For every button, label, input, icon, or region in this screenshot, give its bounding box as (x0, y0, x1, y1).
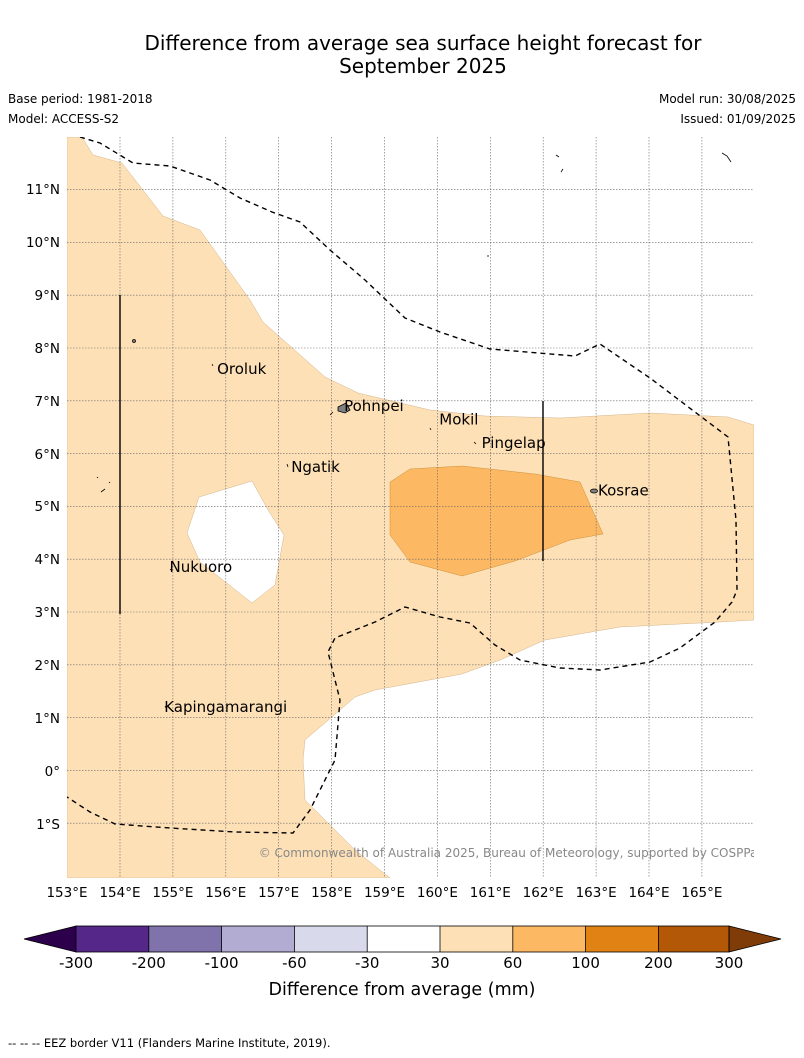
colorbar-tick: -200 (132, 954, 166, 972)
map-title: Difference from average sea surface heig… (0, 32, 804, 78)
lat-label: 7°N (35, 394, 60, 410)
lat-label: 4°N (35, 552, 60, 568)
lat-label: 1°S (36, 817, 60, 833)
colorbar-tick: 60 (503, 954, 522, 972)
lat-label: 5°N (35, 499, 60, 515)
issued-date: Issued: 01/09/2025 (680, 112, 796, 126)
place-label-kosrae: Kosrae (598, 482, 649, 500)
lon-label: 158°E (311, 885, 352, 901)
place-label-ngatik: Ngatik (291, 458, 340, 476)
lon-label: 163°E (576, 885, 617, 901)
pohnpei-island (337, 402, 351, 414)
eez-border (67, 137, 738, 834)
colorbar: -300 -200 -100 -60 -30 30 60 100 200 300… (23, 925, 782, 1000)
lon-label: 159°E (364, 885, 405, 901)
place-label-mokil: Mokil (439, 410, 478, 428)
colorbar-extend-high (728, 925, 782, 953)
lon-label: 160°E (417, 885, 458, 901)
lat-label: 6°N (35, 447, 60, 463)
colorbar-tick: 30 (430, 954, 449, 972)
lat-label: 0° (45, 764, 60, 780)
place-label-kapingamarangi: Kapingamarangi (164, 698, 287, 716)
lat-label: 11°N (26, 182, 60, 198)
eez-footnote: -- -- -- EEZ border V11 (Flanders Marine… (8, 1036, 331, 1050)
title-line-2: September 2025 (339, 54, 507, 78)
lat-label: 9°N (35, 288, 60, 304)
lat-label: 8°N (35, 341, 60, 357)
lon-label: 165°E (681, 885, 722, 901)
lat-label: 3°N (35, 605, 60, 621)
colorbar-tick: -30 (355, 954, 380, 972)
lat-label: 10°N (26, 235, 60, 251)
colorbar-tick: -300 (59, 954, 93, 972)
copyright-credit: © Commonwealth of Australia 2025, Bureau… (259, 846, 764, 860)
colorbar-tick: 100 (571, 954, 600, 972)
longitude-labels: 153°E 154°E 155°E 156°E 157°E 158°E 159°… (46, 885, 722, 901)
lat-label: 1°N (35, 711, 60, 727)
colorbar-tick: 300 (715, 954, 744, 972)
place-label-oroluk: Oroluk (217, 360, 266, 378)
title-line-1: Difference from average sea surface heig… (144, 31, 702, 55)
lat-label: 2°N (35, 658, 60, 674)
anomaly-band-60-100 (389, 465, 604, 577)
colorbar-segment (76, 926, 149, 952)
place-label-pohnpei: Pohnpei (344, 397, 404, 415)
colorbar-segment (367, 926, 440, 952)
colorbar-extend-low (23, 925, 77, 953)
land-features (96, 152, 732, 709)
colorbar-segment (148, 926, 222, 952)
colorbar-tick: 200 (644, 954, 673, 972)
graticule (67, 137, 754, 878)
lon-label: 153°E (46, 885, 87, 901)
colorbar-tick: -100 (205, 954, 239, 972)
colorbar-segment (658, 926, 732, 952)
base-period: Base period: 1981-2018 (8, 92, 153, 106)
colorbar-segment (221, 926, 295, 952)
lon-label: 154°E (99, 885, 140, 901)
colorbar-segment (440, 926, 513, 952)
latitude-labels: 11°N 10°N 9°N 8°N 7°N 6°N 5°N 4°N 3°N 2°… (26, 182, 60, 833)
colorbar-label: Difference from average (mm) (268, 980, 535, 1000)
lon-label: 156°E (205, 885, 246, 901)
place-label-pingelap: Pingelap (482, 434, 546, 452)
kosrae-island (590, 488, 598, 494)
place-label-nukuoro: Nukuoro (170, 558, 233, 576)
lon-label: 162°E (523, 885, 564, 901)
model-run: Model run: 30/08/2025 (658, 92, 796, 106)
colorbar-segment (294, 926, 368, 952)
colorbar-tick: -60 (282, 954, 307, 972)
lon-label: 161°E (470, 885, 511, 901)
colorbar-segment (585, 926, 659, 952)
lon-label: 164°E (628, 885, 669, 901)
lon-label: 157°E (258, 885, 299, 901)
lon-label: 155°E (152, 885, 193, 901)
model-name: Model: ACCESS-S2 (8, 112, 120, 126)
colorbar-segment (512, 926, 586, 952)
